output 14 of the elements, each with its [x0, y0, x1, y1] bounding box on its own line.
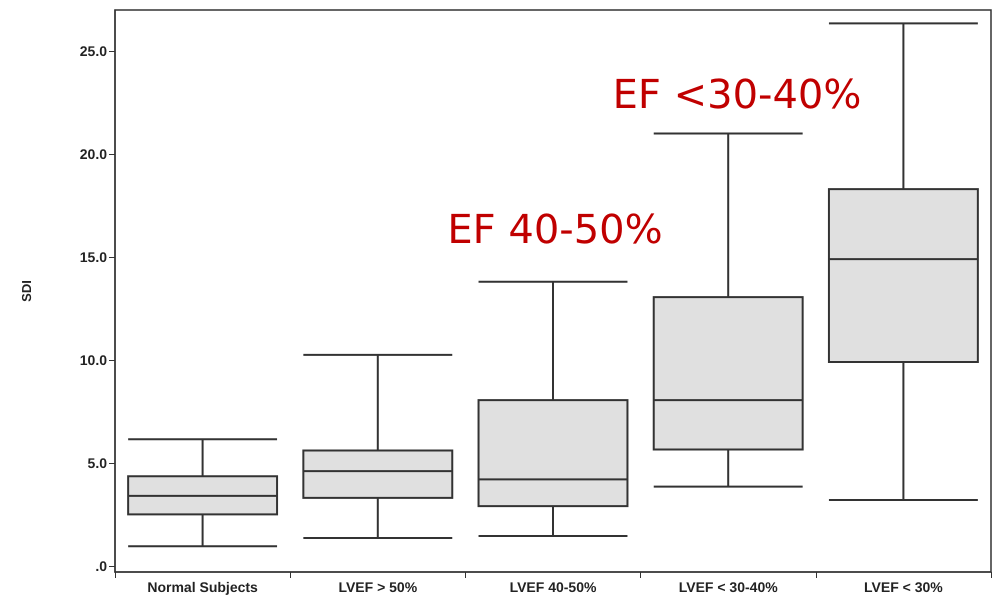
x-tick-label: LVEF > 50% [338, 579, 418, 595]
y-tick-label: 10.0 [80, 352, 108, 368]
x-tick-label: LVEF 40-50% [510, 579, 597, 595]
y-tick-label: 25.0 [80, 43, 108, 60]
y-tick-label: 20.0 [80, 146, 108, 162]
y-tick-label: 5.0 [88, 454, 108, 471]
x-tick-label: Normal Subjects [147, 579, 258, 595]
annotation: EF 40-50% [447, 207, 663, 253]
x-tick-label: LVEF < 30% [864, 579, 944, 595]
y-axis-title: SDI [19, 280, 34, 302]
y-tick-label: .0 [95, 558, 108, 574]
annotation: EF <30-40% [612, 72, 862, 118]
y-tick-label: 15.0 [80, 249, 108, 266]
x-tick-label: LVEF < 30-40% [678, 579, 778, 595]
